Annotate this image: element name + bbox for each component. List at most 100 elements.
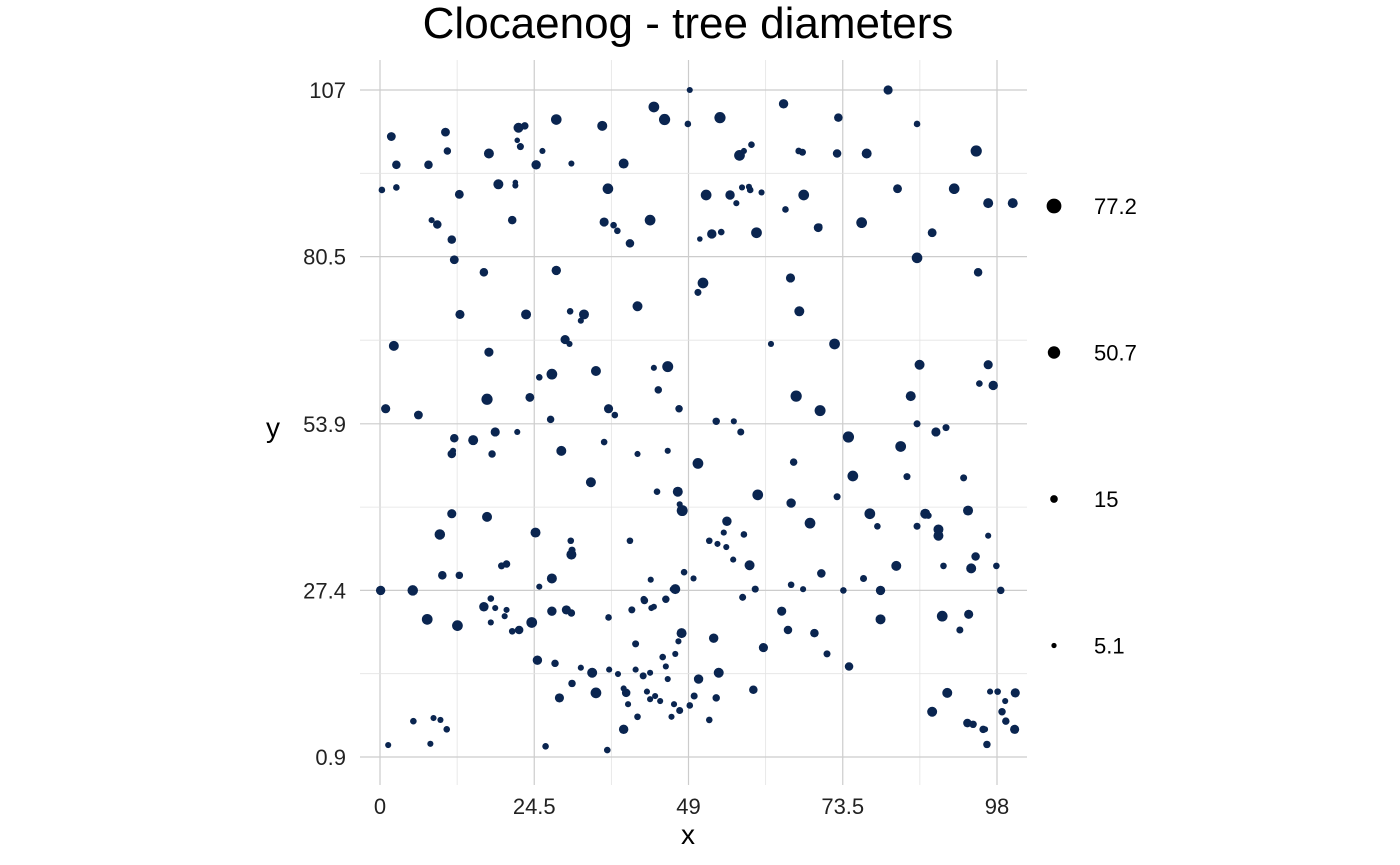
tree-point — [516, 143, 524, 151]
tree-point — [434, 529, 446, 540]
tree-point — [787, 581, 795, 589]
tree-point — [662, 663, 669, 670]
tree-point — [535, 373, 543, 381]
tree-point — [751, 585, 759, 593]
tree-point — [393, 184, 400, 191]
tree-point — [1010, 724, 1020, 734]
tree-point — [546, 573, 557, 584]
tree-point — [487, 595, 495, 602]
tree-point — [443, 726, 451, 733]
tree-point — [893, 184, 902, 194]
tree-point — [697, 236, 703, 242]
tree-point — [606, 666, 613, 673]
tree-point — [386, 132, 396, 141]
tree-point — [640, 596, 649, 605]
tree-point — [1007, 198, 1018, 209]
tree-point — [1010, 688, 1020, 698]
tree-point — [856, 217, 868, 229]
tree-point — [927, 706, 938, 717]
tree-point — [487, 619, 494, 626]
tree-point — [497, 562, 506, 570]
tree-point — [1002, 697, 1009, 705]
tree-point — [692, 458, 704, 469]
tree-point — [602, 183, 614, 195]
tree-point — [840, 587, 847, 594]
tree-point — [590, 366, 601, 376]
tree-point — [712, 417, 720, 426]
tree-point — [449, 447, 457, 454]
tree-point — [700, 189, 712, 201]
legend-key — [1051, 642, 1057, 649]
tree-point — [985, 532, 992, 539]
legend-label: 77.2 — [1094, 194, 1137, 219]
tree-point — [717, 228, 725, 236]
tree-point — [864, 508, 876, 520]
tree-point — [911, 252, 923, 264]
legend-label: 15 — [1094, 487, 1118, 512]
tree-point — [789, 458, 798, 466]
tree-point — [650, 364, 657, 371]
tree-point — [725, 190, 735, 200]
tree-point — [490, 427, 500, 437]
tree-point — [964, 609, 974, 619]
tree-point — [644, 214, 656, 226]
tree-point — [752, 489, 764, 501]
tree-point — [628, 606, 636, 614]
tree-point — [378, 186, 386, 194]
tree-point — [740, 531, 748, 538]
y-tick-label: 107 — [309, 78, 346, 103]
y-tick-label: 80.5 — [303, 245, 346, 270]
y-axis-title: y — [266, 412, 280, 443]
tree-point — [413, 410, 423, 420]
tree-point — [738, 184, 746, 191]
tree-point — [988, 380, 998, 391]
tree-point — [514, 428, 521, 436]
tree-point — [676, 628, 687, 639]
tree-point — [670, 701, 678, 708]
size-legend: 77.2 50.7 15 5.1 — [1046, 194, 1137, 659]
tree-point — [690, 692, 698, 700]
tree-point — [829, 338, 840, 350]
tree-point — [437, 716, 444, 723]
tree-point — [905, 391, 916, 402]
tree-point — [874, 522, 881, 530]
tree-point — [800, 586, 807, 593]
tree-point — [381, 404, 391, 414]
tree-point — [433, 220, 442, 229]
tree-point — [785, 273, 796, 283]
tree-point — [652, 692, 659, 700]
tree-point — [936, 610, 948, 622]
tree-point — [654, 386, 663, 394]
tree-point — [566, 340, 573, 348]
tree-point — [603, 404, 614, 414]
tree-point — [920, 508, 931, 519]
tree-point — [488, 450, 496, 458]
tree-point — [407, 585, 418, 596]
tree-point — [567, 537, 575, 545]
tree-point — [956, 626, 964, 634]
tree-point — [810, 628, 819, 638]
tree-point — [450, 434, 459, 443]
tree-point — [625, 239, 635, 248]
tree-point — [567, 609, 576, 617]
tree-point — [707, 229, 717, 239]
tree-point — [983, 740, 991, 749]
tree-point — [686, 86, 693, 94]
tree-point — [614, 670, 622, 678]
tree-point — [647, 576, 654, 583]
tree-point — [430, 714, 437, 722]
tree-point — [388, 340, 399, 351]
grid — [360, 60, 1027, 785]
tree-point — [714, 112, 726, 124]
x-tick-label: 24.5 — [513, 794, 556, 819]
tree-point — [694, 288, 702, 296]
tree-point — [804, 517, 816, 529]
tree-point — [798, 148, 806, 156]
tree-point — [501, 613, 508, 620]
tree-point — [712, 694, 720, 702]
tree-point — [739, 593, 747, 601]
tree-point — [684, 120, 692, 128]
tree-point — [610, 221, 617, 229]
tree-point — [603, 746, 611, 754]
tree-point — [484, 347, 494, 357]
